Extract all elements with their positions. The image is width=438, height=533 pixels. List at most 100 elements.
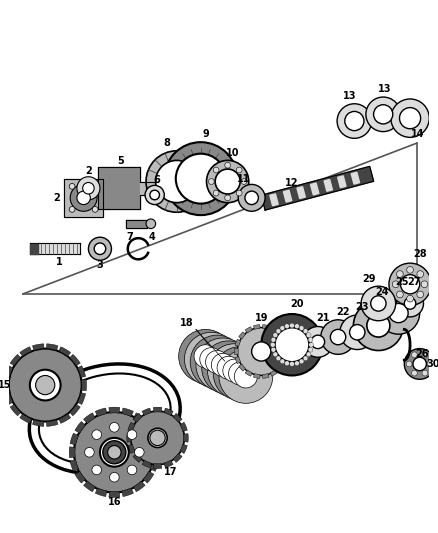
Wedge shape (262, 325, 269, 329)
Circle shape (374, 104, 393, 124)
Wedge shape (150, 460, 159, 471)
Circle shape (85, 448, 94, 457)
Circle shape (271, 337, 276, 342)
Wedge shape (164, 460, 173, 467)
Polygon shape (351, 172, 360, 184)
Wedge shape (78, 366, 85, 377)
Circle shape (371, 296, 386, 311)
Wedge shape (180, 422, 187, 431)
Circle shape (229, 362, 252, 385)
Wedge shape (150, 433, 159, 445)
Circle shape (353, 301, 403, 351)
Wedge shape (69, 447, 75, 458)
Wedge shape (10, 405, 21, 416)
Text: 27: 27 (407, 277, 420, 287)
Circle shape (238, 184, 265, 211)
Wedge shape (75, 471, 85, 483)
Circle shape (270, 342, 275, 347)
Polygon shape (140, 182, 158, 195)
Circle shape (311, 335, 325, 349)
Circle shape (245, 191, 258, 205)
Wedge shape (46, 420, 58, 426)
Circle shape (241, 179, 247, 184)
Text: 3: 3 (96, 260, 103, 270)
Circle shape (70, 184, 97, 211)
Circle shape (110, 423, 119, 432)
Wedge shape (282, 357, 287, 364)
Wedge shape (70, 460, 79, 471)
Wedge shape (142, 408, 151, 416)
Circle shape (285, 324, 290, 329)
Wedge shape (180, 445, 187, 454)
Circle shape (213, 167, 219, 173)
Wedge shape (153, 447, 159, 458)
Circle shape (303, 327, 333, 357)
Circle shape (225, 195, 230, 201)
Circle shape (367, 314, 390, 337)
Circle shape (164, 142, 237, 215)
Circle shape (146, 151, 208, 212)
Circle shape (273, 352, 278, 357)
Circle shape (92, 430, 102, 439)
Circle shape (155, 160, 198, 203)
Text: 8: 8 (164, 138, 170, 148)
Circle shape (271, 348, 276, 352)
Polygon shape (126, 220, 147, 228)
Circle shape (299, 326, 304, 330)
Wedge shape (235, 340, 241, 346)
Circle shape (100, 438, 129, 467)
Text: 14: 14 (411, 128, 424, 139)
Circle shape (396, 291, 403, 298)
Circle shape (74, 412, 155, 492)
Wedge shape (59, 347, 71, 357)
Wedge shape (128, 445, 135, 454)
Circle shape (207, 160, 249, 203)
Circle shape (202, 341, 255, 394)
Wedge shape (173, 454, 182, 463)
Text: 2: 2 (53, 193, 60, 203)
Circle shape (421, 281, 428, 288)
Wedge shape (164, 408, 173, 416)
Text: 12: 12 (285, 179, 299, 189)
Wedge shape (5, 366, 13, 377)
Wedge shape (270, 327, 277, 333)
Circle shape (237, 167, 242, 173)
Polygon shape (30, 243, 80, 254)
Polygon shape (297, 187, 305, 198)
Wedge shape (10, 354, 21, 366)
Circle shape (276, 329, 281, 334)
Circle shape (77, 191, 90, 205)
Wedge shape (84, 413, 95, 424)
Wedge shape (127, 434, 132, 442)
Wedge shape (20, 347, 32, 357)
Wedge shape (32, 420, 44, 426)
Wedge shape (20, 414, 32, 423)
Wedge shape (143, 422, 154, 433)
Circle shape (330, 329, 346, 345)
Circle shape (176, 154, 226, 204)
Circle shape (9, 349, 82, 422)
Text: 21: 21 (316, 313, 329, 323)
Circle shape (280, 326, 285, 330)
Text: 18: 18 (180, 318, 193, 328)
Wedge shape (133, 414, 142, 422)
Wedge shape (245, 327, 252, 333)
Circle shape (280, 359, 285, 364)
Circle shape (69, 206, 75, 212)
Circle shape (184, 332, 238, 386)
Text: 10: 10 (226, 148, 239, 158)
Circle shape (223, 359, 246, 382)
Circle shape (309, 342, 314, 347)
Circle shape (337, 104, 372, 139)
Polygon shape (338, 176, 346, 188)
Circle shape (275, 327, 309, 362)
Polygon shape (64, 179, 103, 217)
Text: 4: 4 (148, 232, 155, 242)
Text: 1: 1 (56, 257, 63, 267)
Polygon shape (30, 244, 38, 254)
Text: 13: 13 (343, 91, 357, 101)
Circle shape (219, 350, 273, 403)
Circle shape (306, 352, 311, 357)
Circle shape (350, 325, 365, 340)
Wedge shape (153, 464, 162, 469)
